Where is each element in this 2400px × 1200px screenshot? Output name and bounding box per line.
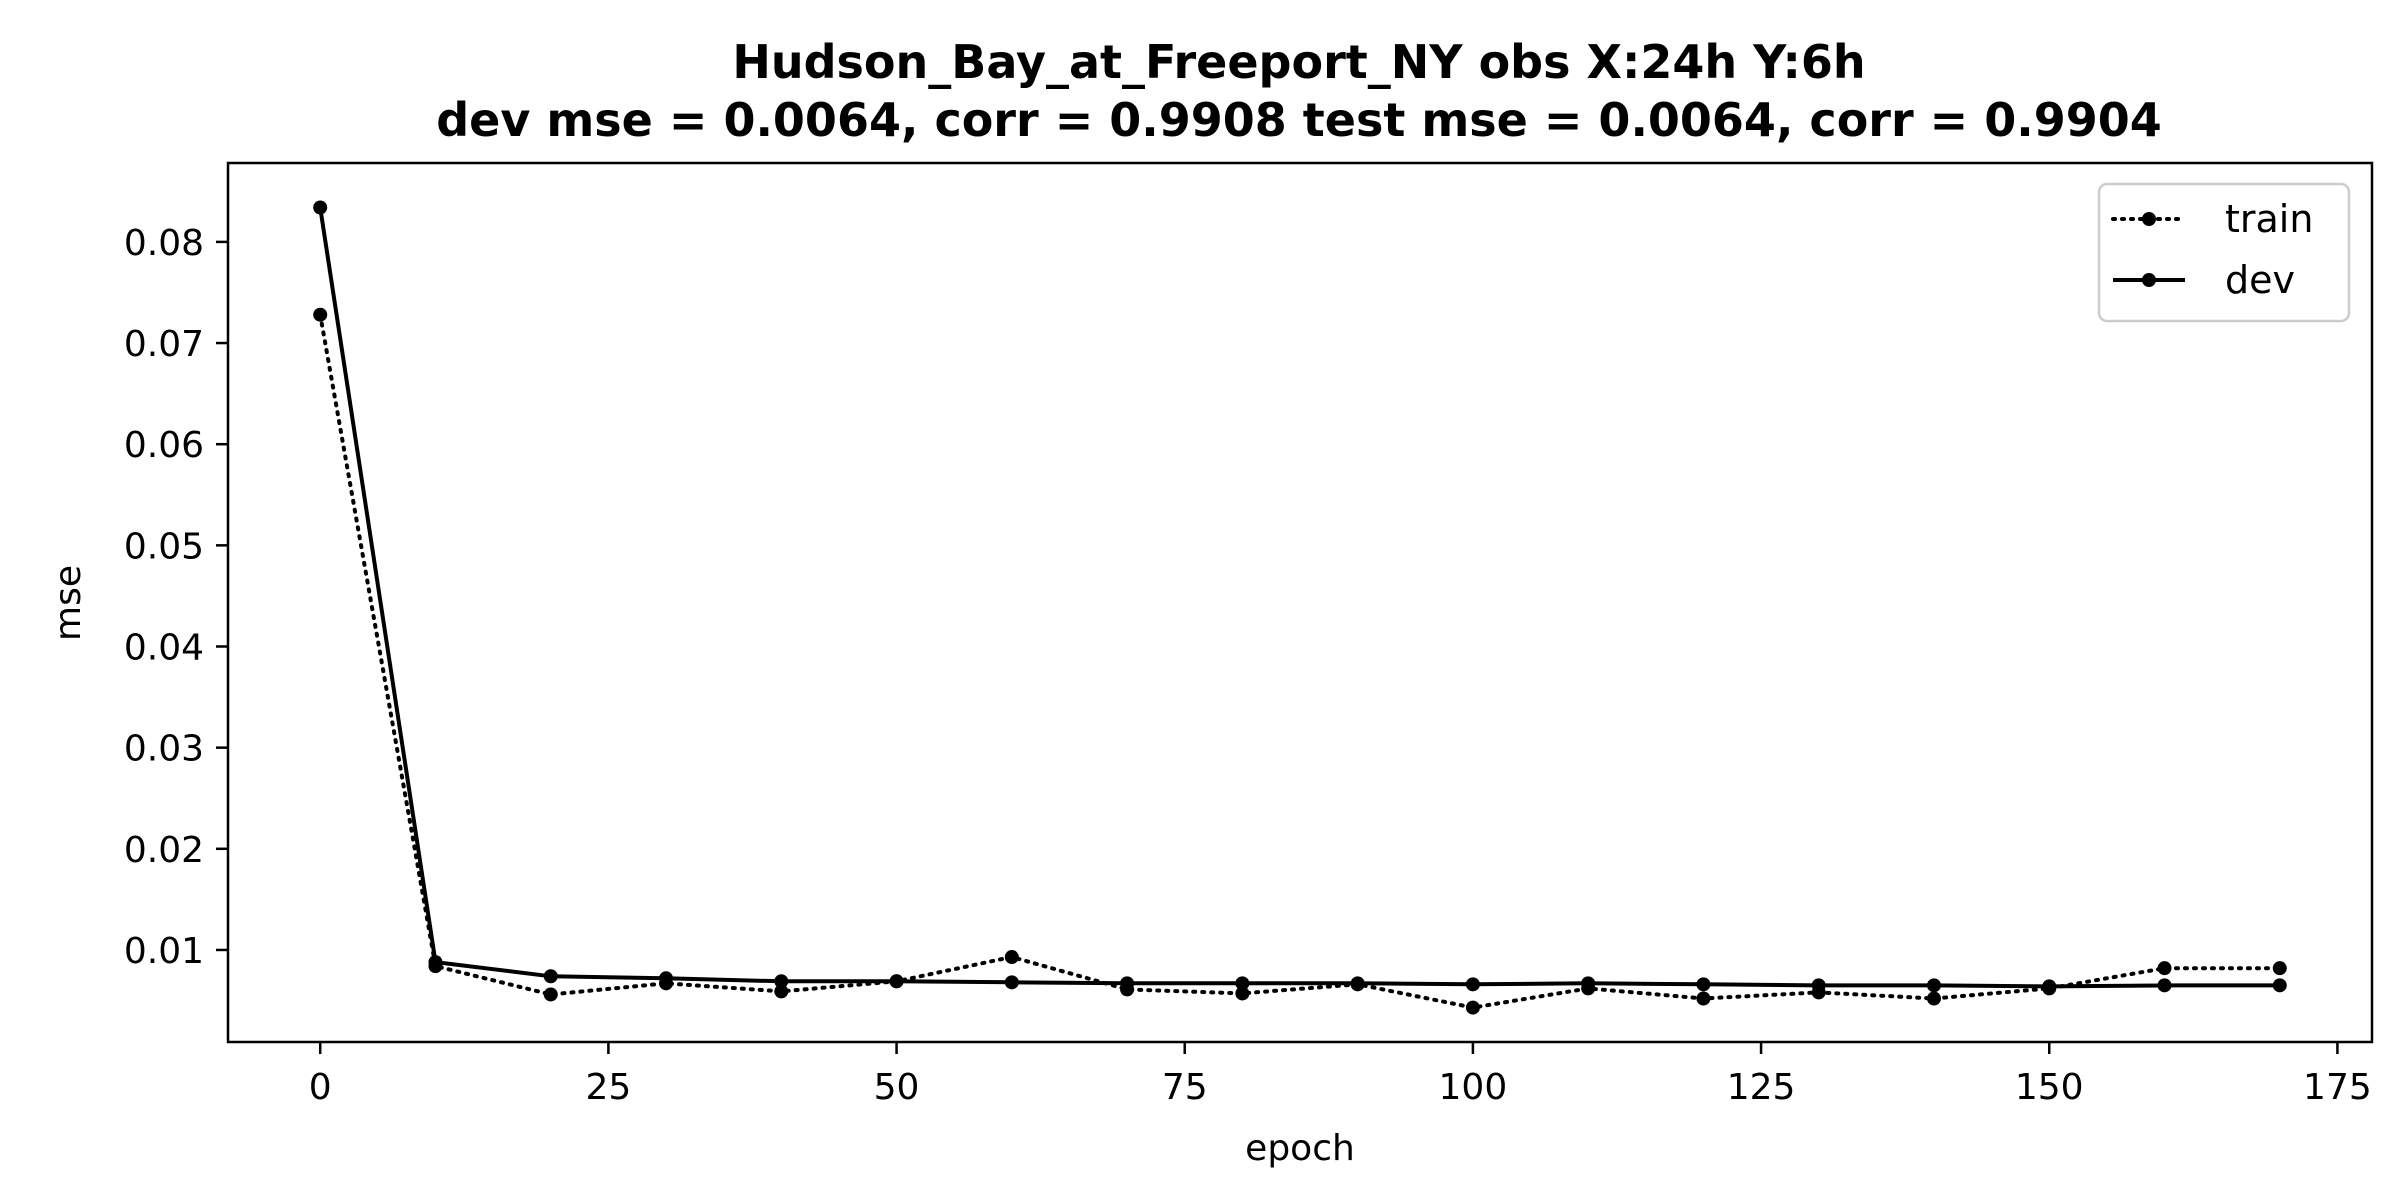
legend-label-dev: dev xyxy=(2225,258,2295,302)
chart-title-line1: Hudson_Bay_at_Freeport_NY obs X:24h Y:6h xyxy=(732,35,1865,89)
y-tick-label: 0.04 xyxy=(124,628,204,669)
x-axis-label: epoch xyxy=(1245,1128,1355,1169)
data-point-dev xyxy=(2272,978,2287,993)
y-tick-label: 0.01 xyxy=(124,931,204,972)
data-point-dev xyxy=(659,971,674,986)
x-tick-label: 0 xyxy=(309,1067,332,1108)
x-tick-label: 25 xyxy=(585,1067,631,1108)
data-point-dev xyxy=(1811,978,1826,993)
data-point-train xyxy=(1235,986,1250,1001)
data-point-dev xyxy=(1004,975,1019,990)
data-point-dev xyxy=(428,955,443,970)
data-point-dev xyxy=(774,974,789,989)
legend-marker-dev xyxy=(2142,273,2156,287)
data-point-dev xyxy=(1465,977,1480,992)
data-point-dev xyxy=(1581,976,1596,991)
legend-label-train: train xyxy=(2225,197,2313,241)
y-tick-label: 0.08 xyxy=(124,223,204,264)
legend-marker-train xyxy=(2142,212,2156,226)
axes-frame xyxy=(226,161,2374,1044)
data-point-dev xyxy=(1120,976,1135,991)
legend: train dev xyxy=(2097,182,2351,323)
data-point-train xyxy=(1004,950,1019,965)
x-tick-label: 125 xyxy=(1727,1067,1796,1108)
legend-items: train dev xyxy=(2111,197,2313,302)
data-point-dev xyxy=(2157,978,2172,993)
data-point-train xyxy=(2272,961,2287,976)
y-axis-ticks: 0.01 0.02 0.03 0.04 0.05 0.06 0.07 0.08 xyxy=(124,223,228,972)
x-tick-label: 50 xyxy=(874,1067,920,1108)
y-tick-label: 0.03 xyxy=(124,729,204,770)
data-point-dev xyxy=(1926,978,1941,993)
x-axis-ticks: 0 25 50 75 100 125 150 175 xyxy=(309,1042,2372,1108)
data-point-train xyxy=(774,984,789,999)
x-tick-label: 175 xyxy=(2303,1067,2372,1108)
data-point-dev xyxy=(313,200,328,215)
data-point-dev xyxy=(543,969,558,984)
series-line-train xyxy=(318,312,2282,1010)
y-axis-label: mse xyxy=(48,565,89,641)
data-point-dev xyxy=(889,974,904,989)
data-point-train xyxy=(1465,1000,1480,1015)
x-tick-label: 150 xyxy=(2015,1067,2084,1108)
data-point-train xyxy=(543,987,558,1002)
data-point-train xyxy=(2157,961,2172,976)
data-point-train xyxy=(1926,991,1941,1006)
data-point-dev xyxy=(1350,976,1365,991)
data-point-dev xyxy=(2042,979,2057,994)
y-tick-label: 0.07 xyxy=(124,324,204,365)
y-tick-label: 0.06 xyxy=(124,425,204,466)
data-point-dev xyxy=(1696,977,1711,992)
y-tick-label: 0.05 xyxy=(124,526,204,567)
data-point-train xyxy=(1696,991,1711,1006)
y-tick-label: 0.02 xyxy=(124,830,204,871)
plot-area xyxy=(313,200,2287,1015)
data-point-dev xyxy=(1235,976,1250,991)
x-tick-label: 75 xyxy=(1162,1067,1208,1108)
series-line-dev xyxy=(318,207,2280,989)
chart-title-line2: dev mse = 0.0064, corr = 0.9908 test mse… xyxy=(436,93,2162,147)
x-tick-label: 100 xyxy=(1439,1067,1508,1108)
data-point-train xyxy=(313,307,328,322)
